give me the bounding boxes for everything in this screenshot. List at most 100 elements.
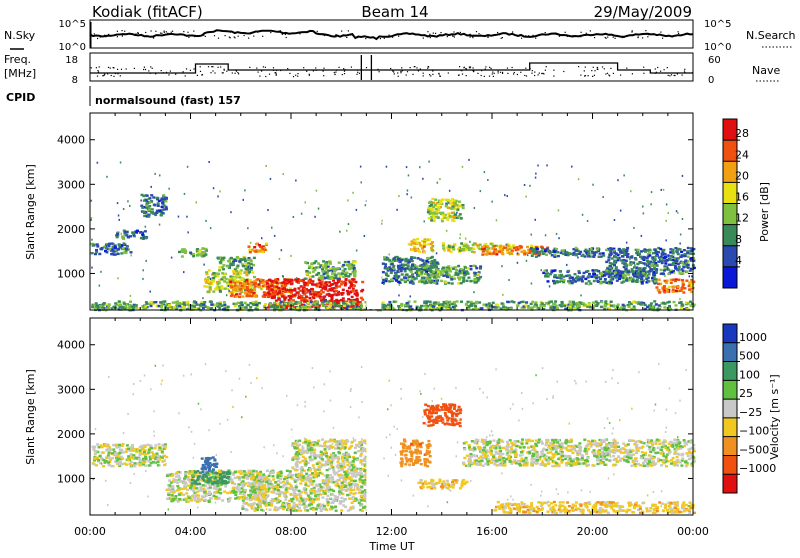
data-cell bbox=[110, 253, 113, 255]
data-cell bbox=[414, 264, 416, 266]
nave-dot bbox=[493, 76, 494, 77]
data-cell bbox=[157, 205, 160, 207]
nsearch-dot bbox=[543, 34, 544, 35]
data-cell bbox=[349, 273, 352, 275]
nsearch-dot bbox=[108, 34, 109, 35]
nave-dot bbox=[97, 76, 98, 77]
nave-dot bbox=[197, 75, 198, 76]
data-cell bbox=[104, 461, 107, 463]
data-cell bbox=[632, 270, 635, 272]
nave-dot bbox=[481, 70, 482, 71]
data-cell bbox=[621, 281, 624, 283]
data-cell bbox=[247, 227, 249, 229]
nave-dot bbox=[379, 71, 380, 72]
data-cell bbox=[338, 278, 341, 280]
data-cell bbox=[468, 159, 470, 161]
data-cell bbox=[261, 237, 263, 239]
data-cell bbox=[282, 306, 285, 308]
data-cell bbox=[164, 443, 167, 445]
data-cell bbox=[294, 294, 297, 296]
data-cell bbox=[314, 260, 317, 262]
data-cell bbox=[139, 446, 142, 448]
data-cell bbox=[430, 219, 433, 221]
data-cell bbox=[428, 278, 431, 280]
data-cell bbox=[247, 262, 250, 264]
data-cell bbox=[605, 261, 608, 263]
data-cell bbox=[442, 242, 445, 244]
data-cell bbox=[450, 278, 453, 280]
data-cell bbox=[668, 264, 671, 266]
data-cell bbox=[427, 211, 430, 213]
nave-dot bbox=[126, 68, 127, 69]
data-cell bbox=[129, 301, 132, 303]
data-cell bbox=[591, 269, 594, 271]
nave-dot bbox=[660, 71, 661, 72]
nave-dot bbox=[334, 72, 335, 73]
data-cell bbox=[328, 281, 331, 283]
data-cell bbox=[651, 250, 653, 252]
nsearch-dot bbox=[161, 35, 162, 36]
data-cell bbox=[422, 178, 424, 180]
freq-label: Freq. bbox=[4, 53, 31, 66]
data-cell bbox=[389, 254, 391, 256]
data-cell bbox=[93, 463, 96, 465]
data-cell bbox=[608, 307, 611, 309]
data-cell bbox=[203, 496, 206, 498]
data-cell bbox=[161, 304, 164, 306]
data-cell bbox=[605, 282, 608, 284]
nsearch-dot bbox=[183, 31, 184, 32]
nave-dot bbox=[620, 75, 621, 76]
data-cell bbox=[139, 454, 142, 456]
data-cell bbox=[614, 256, 617, 258]
data-cell bbox=[473, 278, 476, 280]
data-cell bbox=[105, 449, 108, 451]
data-cell bbox=[572, 301, 575, 303]
data-cell bbox=[254, 307, 257, 309]
data-cell bbox=[209, 497, 212, 499]
data-cell bbox=[656, 264, 659, 266]
data-cell bbox=[409, 281, 412, 283]
data-cell bbox=[239, 258, 242, 260]
data-cell bbox=[681, 279, 684, 281]
data-cell bbox=[610, 248, 613, 250]
nave-dot bbox=[345, 69, 346, 70]
data-cell bbox=[233, 483, 236, 485]
nsearch-dot bbox=[298, 32, 299, 33]
data-cell bbox=[319, 286, 322, 288]
data-cell bbox=[349, 291, 352, 293]
nave-dot bbox=[585, 67, 586, 68]
data-cell bbox=[240, 302, 243, 304]
nave-dots bbox=[91, 55, 693, 80]
nave-dot bbox=[498, 71, 499, 72]
data-cell bbox=[245, 274, 248, 276]
data-cell bbox=[339, 231, 341, 233]
data-cell bbox=[276, 303, 279, 305]
nave-dot bbox=[513, 73, 514, 74]
nsearch-dot bbox=[580, 35, 581, 36]
data-cell bbox=[118, 300, 121, 302]
nave-dot bbox=[525, 68, 526, 69]
data-cell bbox=[121, 445, 124, 447]
data-cell bbox=[181, 251, 184, 253]
data-cell bbox=[140, 200, 142, 202]
data-cell bbox=[413, 239, 416, 241]
nsearch-dot bbox=[164, 32, 165, 33]
data-cell bbox=[557, 255, 560, 257]
nsearch-dot bbox=[188, 37, 189, 38]
data-cell bbox=[675, 304, 678, 306]
nave-dot bbox=[249, 67, 250, 68]
data-cell bbox=[467, 247, 470, 249]
data-cell bbox=[123, 251, 126, 253]
data-cell bbox=[446, 276, 449, 278]
data-cell bbox=[220, 287, 223, 289]
nave-dot bbox=[429, 74, 430, 75]
nsearch-dot bbox=[124, 31, 125, 32]
data-cell bbox=[112, 444, 115, 446]
nave-dot bbox=[485, 68, 486, 69]
nsearch-dot bbox=[170, 33, 171, 34]
data-cell bbox=[416, 238, 419, 240]
data-cell bbox=[387, 304, 390, 306]
nave-dot bbox=[390, 68, 391, 69]
data-cell bbox=[691, 275, 693, 277]
data-cell bbox=[122, 247, 125, 249]
